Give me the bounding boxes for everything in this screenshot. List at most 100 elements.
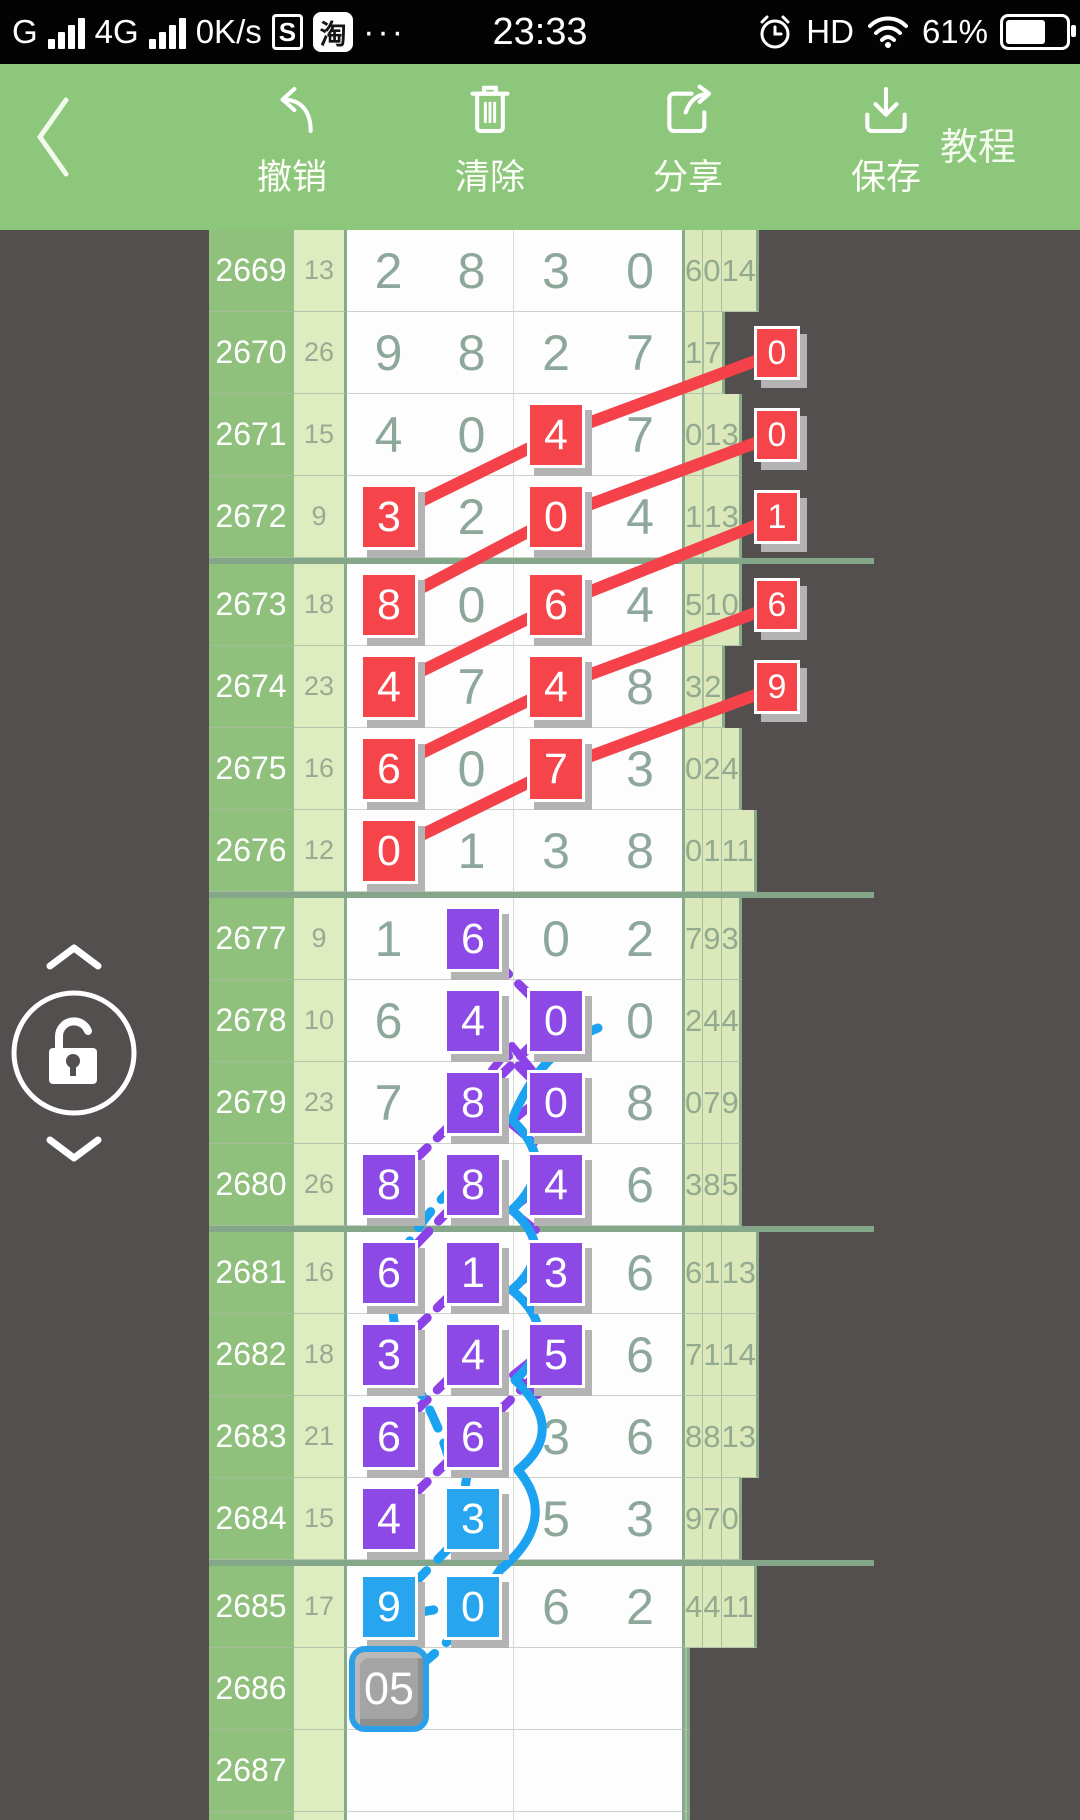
extra-cell[interactable]: 13 [703,394,742,476]
extra-cell[interactable]: 1 [682,312,703,394]
digit-cell[interactable] [513,1232,598,1314]
extra-cell[interactable]: 11 [720,810,757,892]
extra-cell[interactable]: 13 [703,476,742,558]
digit-cell[interactable] [513,1062,598,1144]
digit-cell[interactable] [347,1144,430,1226]
digit-cell[interactable] [430,1396,513,1478]
extra-cell[interactable]: 2 [682,980,703,1062]
extra-cell[interactable] [682,1730,685,1812]
digit-cell[interactable] [513,1730,598,1812]
extra-cell[interactable] [682,1648,685,1730]
extra-cell[interactable]: 4 [702,1566,721,1648]
digit-cell[interactable] [347,646,430,728]
digit-cell[interactable] [347,1730,430,1812]
digit-cell[interactable] [430,1232,513,1314]
digit-cell[interactable]: 2 [598,1566,682,1648]
digit-cell[interactable] [347,476,430,558]
digit-cell[interactable]: 8 [430,230,513,312]
digit-cell[interactable] [513,1648,598,1730]
digit-cell[interactable] [347,728,430,810]
digit-cell[interactable]: 0 [513,898,598,980]
digit-cell[interactable] [347,564,430,646]
extra-cell[interactable]: 0 [702,230,721,312]
digit-cell[interactable] [513,980,598,1062]
digit-cell[interactable]: 0 [430,394,513,476]
digit-cell[interactable]: 6 [598,1396,682,1478]
digit-cell[interactable] [347,1812,430,1820]
extra-cell[interactable]: 1 [702,1232,721,1314]
digit-cell[interactable] [347,1232,430,1314]
digit-cell[interactable]: 0 [598,230,682,312]
digit-cell[interactable] [513,646,598,728]
digit-cell[interactable] [430,1062,513,1144]
digit-cell[interactable] [430,980,513,1062]
tutorial-button[interactable]: 教程 [939,127,1016,169]
digit-cell[interactable] [513,1812,598,1820]
extra-cell[interactable] [686,1812,690,1820]
extra-cell[interactable]: 1 [702,1314,721,1396]
digit-cell[interactable]: 5 [513,1478,598,1560]
save-button[interactable]: 保存 [801,82,971,200]
extra-cell[interactable]: 0 [682,810,703,892]
extra-cell[interactable]: 8 [682,1396,703,1478]
extra-cell[interactable] [686,1730,690,1812]
digit-cell[interactable]: 3 [513,230,598,312]
extra-cell[interactable] [682,1812,685,1820]
digit-cell[interactable]: 1 [430,810,513,892]
digit-cell[interactable]: 2 [347,230,430,312]
back-button[interactable] [30,92,74,187]
digit-cell[interactable] [430,1566,513,1648]
digit-cell[interactable]: 0 [430,564,513,646]
extra-cell[interactable]: 6 [682,230,703,312]
digit-cell[interactable]: 1 [347,898,430,980]
extra-cell[interactable]: 7 [703,312,725,394]
digit-cell[interactable] [347,1314,430,1396]
clear-button[interactable]: 清除 [405,82,575,200]
extra-cell[interactable]: 0 [682,394,703,476]
digit-cell[interactable] [430,1730,513,1812]
digit-cell[interactable]: 6 [598,1232,682,1314]
digit-cell[interactable]: 8 [598,810,682,892]
digit-cell[interactable] [513,394,598,476]
digit-cell[interactable]: 3 [513,1396,598,1478]
extra-cell[interactable]: 4 [720,728,742,810]
digit-cell[interactable]: 6 [598,1144,682,1226]
extra-cell[interactable]: 11 [720,1566,757,1648]
share-button[interactable]: 分享 [603,82,773,200]
extra-cell[interactable] [685,1648,686,1730]
digit-cell[interactable] [347,810,430,892]
extra-cell[interactable]: 3 [682,646,703,728]
digit-cell[interactable]: 2 [430,476,513,558]
extra-cell[interactable]: 9 [720,1062,742,1144]
scroll-lock-control[interactable] [9,942,139,1164]
digit-cell[interactable] [347,1478,430,1560]
digit-cell[interactable]: 8 [598,1062,682,1144]
extra-cell[interactable]: 9 [682,1478,703,1560]
extra-cell[interactable] [685,1812,686,1820]
extra-cell[interactable]: 0 [682,728,703,810]
extra-cell[interactable]: 0 [720,1478,742,1560]
digit-cell[interactable]: 4 [598,564,682,646]
digit-cell[interactable] [430,1478,513,1560]
digit-cell[interactable]: 3 [598,1478,682,1560]
digit-cell[interactable] [430,1648,513,1730]
digit-cell[interactable] [347,1396,430,1478]
digit-cell[interactable] [513,728,598,810]
digit-cell[interactable] [347,1648,430,1730]
digit-cell[interactable]: 4 [598,476,682,558]
digit-cell[interactable]: 4 [347,394,430,476]
extra-cell[interactable]: 13 [720,1232,759,1314]
extra-cell[interactable]: 1 [702,810,721,892]
digit-cell[interactable]: 6 [513,1566,598,1648]
extra-cell[interactable]: 8 [702,1144,721,1226]
digit-cell[interactable] [513,476,598,558]
extra-cell[interactable]: 14 [720,230,759,312]
extra-cell[interactable]: 3 [720,898,742,980]
extra-cell[interactable]: 7 [702,1478,721,1560]
digit-cell[interactable]: 0 [598,980,682,1062]
digit-cell[interactable] [430,1314,513,1396]
extra-cell[interactable]: 8 [702,1396,721,1478]
extra-cell[interactable]: 9 [702,898,721,980]
extra-cell[interactable]: 14 [720,1314,759,1396]
digit-cell[interactable] [430,898,513,980]
